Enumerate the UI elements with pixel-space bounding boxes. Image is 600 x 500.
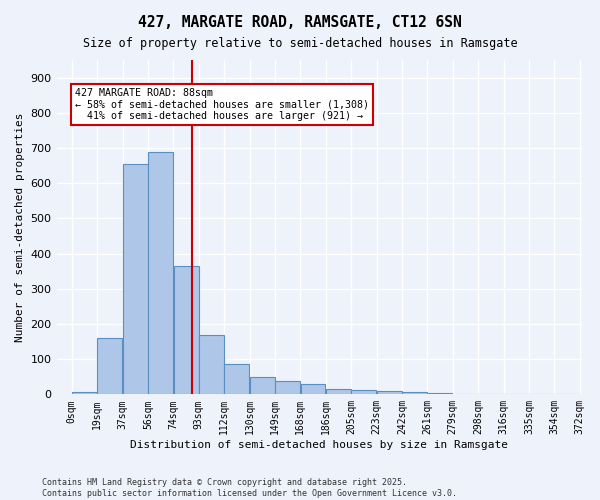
Bar	[326, 389, 351, 394]
Bar	[97, 338, 122, 394]
Bar	[123, 164, 148, 394]
Y-axis label: Number of semi-detached properties: Number of semi-detached properties	[15, 112, 25, 342]
Bar	[173, 266, 199, 394]
Text: 427, MARGATE ROAD, RAMSGATE, CT12 6SN: 427, MARGATE ROAD, RAMSGATE, CT12 6SN	[138, 15, 462, 30]
Text: Contains HM Land Registry data © Crown copyright and database right 2025.
Contai: Contains HM Land Registry data © Crown c…	[42, 478, 457, 498]
Bar	[377, 391, 401, 394]
Text: Size of property relative to semi-detached houses in Ramsgate: Size of property relative to semi-detach…	[83, 38, 517, 51]
Text: 427 MARGATE ROAD: 88sqm
← 58% of semi-detached houses are smaller (1,308)
  41% : 427 MARGATE ROAD: 88sqm ← 58% of semi-de…	[74, 88, 368, 122]
Bar	[199, 334, 224, 394]
Bar	[250, 378, 275, 394]
Bar	[148, 152, 173, 394]
Bar	[402, 392, 427, 394]
X-axis label: Distribution of semi-detached houses by size in Ramsgate: Distribution of semi-detached houses by …	[130, 440, 508, 450]
Bar	[301, 384, 325, 394]
Bar	[352, 390, 376, 394]
Bar	[72, 392, 97, 394]
Bar	[428, 392, 452, 394]
Bar	[224, 364, 250, 394]
Bar	[275, 382, 300, 394]
